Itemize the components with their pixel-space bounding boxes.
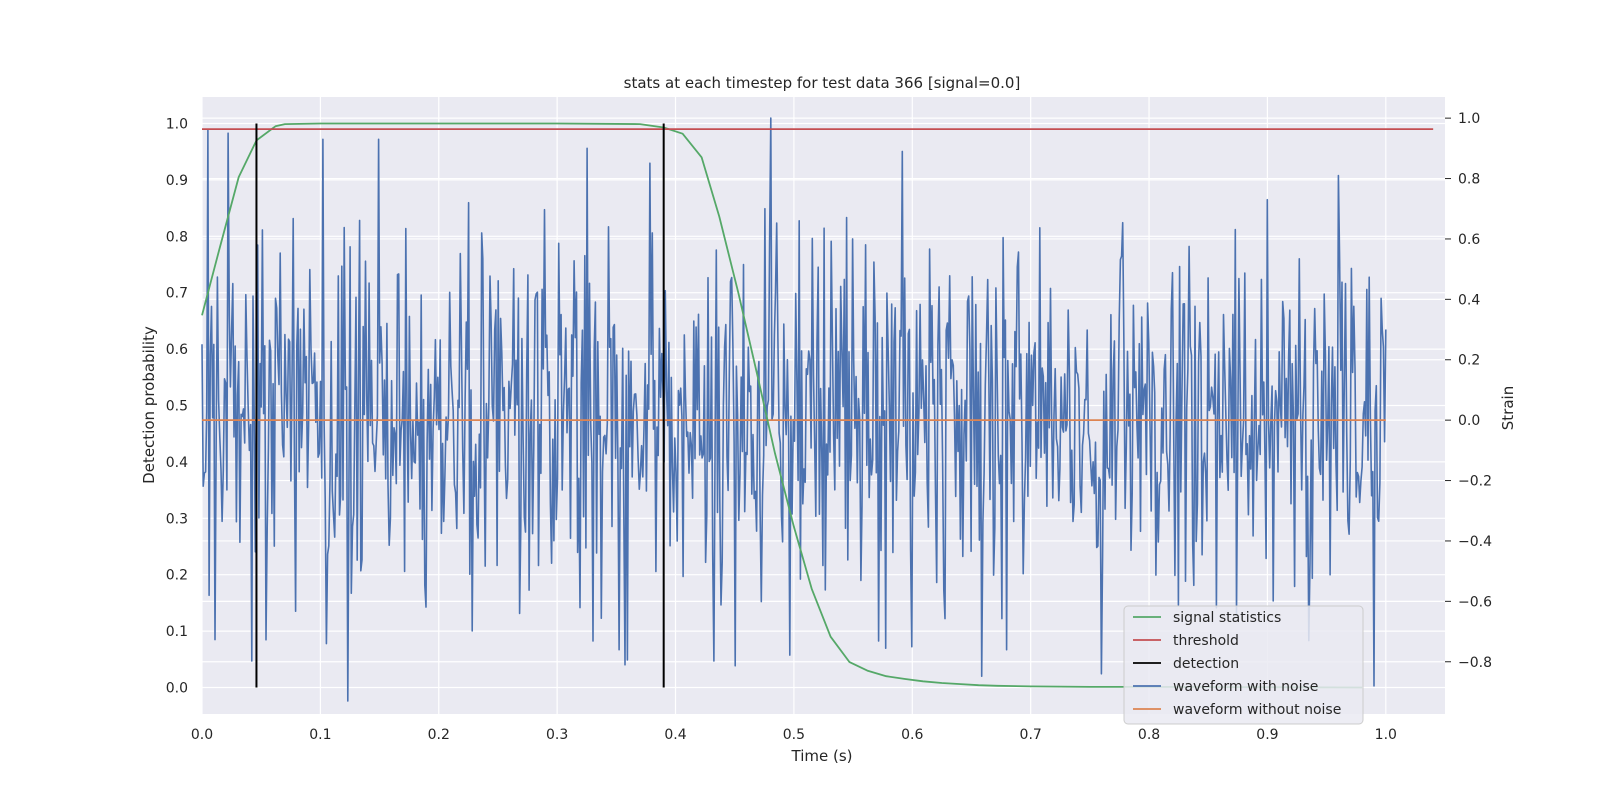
right-tick-label: −0.4 (1458, 534, 1492, 550)
y-tick-label: 0.1 (166, 624, 188, 640)
legend-box (1123, 605, 1364, 725)
y-tick-labels: 0.0 0.1 0.2 0.3 0.4 0.5 0.6 0.7 0.8 0.9 1.0 (166, 117, 188, 697)
x-tick-labels: 0.0 0.1 0.2 0.3 0.4 0.5 0.6 0.7 0.8 0.9 1.0 (191, 727, 1397, 743)
x-tick-label: 0.5 (783, 727, 805, 743)
right-tick-label: 0.0 (1458, 413, 1480, 429)
y-tick-label: 0.5 (166, 399, 188, 415)
y-axis-title: Detection probability (140, 326, 158, 484)
y-tick-label: 0.2 (166, 568, 188, 584)
legend-label: threshold (1173, 633, 1239, 649)
y-tick-label: 0.6 (166, 342, 188, 358)
y-tick-label: 1.0 (166, 117, 188, 133)
legend-label: signal statistics (1173, 610, 1281, 626)
y-tick-label: 0.7 (166, 286, 188, 302)
right-tick-label: −0.2 (1458, 474, 1492, 490)
series-layer (201, 117, 1434, 702)
legend-label: waveform with noise (1173, 679, 1318, 695)
right-tick-label: 0.4 (1458, 292, 1480, 308)
right-axis-title: Strain (1499, 386, 1517, 430)
right-tick-label: 0.6 (1458, 232, 1480, 248)
legend: signal statistics threshold detection wavef… (1123, 605, 1364, 725)
legend-label: waveform without noise (1173, 702, 1341, 718)
x-tick-label: 0.7 (1020, 727, 1042, 743)
x-tick-label: 0.9 (1256, 727, 1278, 743)
right-tick-label: 0.2 (1458, 353, 1480, 369)
x-tick-label: 0.3 (546, 727, 568, 743)
x-tick-label: 0.6 (901, 727, 923, 743)
right-tick-labels: −0.8 −0.6 −0.4 −0.2 0.0 0.2 0.4 0.6 0.8 1.0 (1445, 111, 1492, 671)
y-tick-label: 0.3 (166, 511, 188, 527)
x-tick-label: 1.0 (1375, 727, 1397, 743)
x-axis-title: Time (s) (791, 747, 853, 765)
x-tick-label: 0.8 (1138, 727, 1160, 743)
x-tick-label: 0.2 (428, 727, 450, 743)
x-tick-label: 0.4 (664, 727, 686, 743)
y-tick-label: 0.0 (166, 680, 188, 696)
y-tick-label: 0.4 (166, 455, 188, 471)
right-tick-label: −0.6 (1458, 594, 1492, 610)
y-tick-label: 0.9 (166, 173, 188, 189)
x-tick-label: 0.0 (191, 727, 213, 743)
right-tick-label: 0.8 (1458, 172, 1480, 188)
x-tick-label: 0.1 (309, 727, 331, 743)
y-tick-label: 0.8 (166, 229, 188, 245)
legend-label: detection (1173, 656, 1239, 672)
series-signal-statistics (201, 122, 1363, 689)
right-tick-label: 1.0 (1458, 111, 1480, 127)
chart-title: stats at each timestep for test data 366… (624, 74, 1021, 92)
right-tick-label: −0.8 (1458, 655, 1492, 671)
series-waveform-with-noise (201, 117, 1387, 702)
